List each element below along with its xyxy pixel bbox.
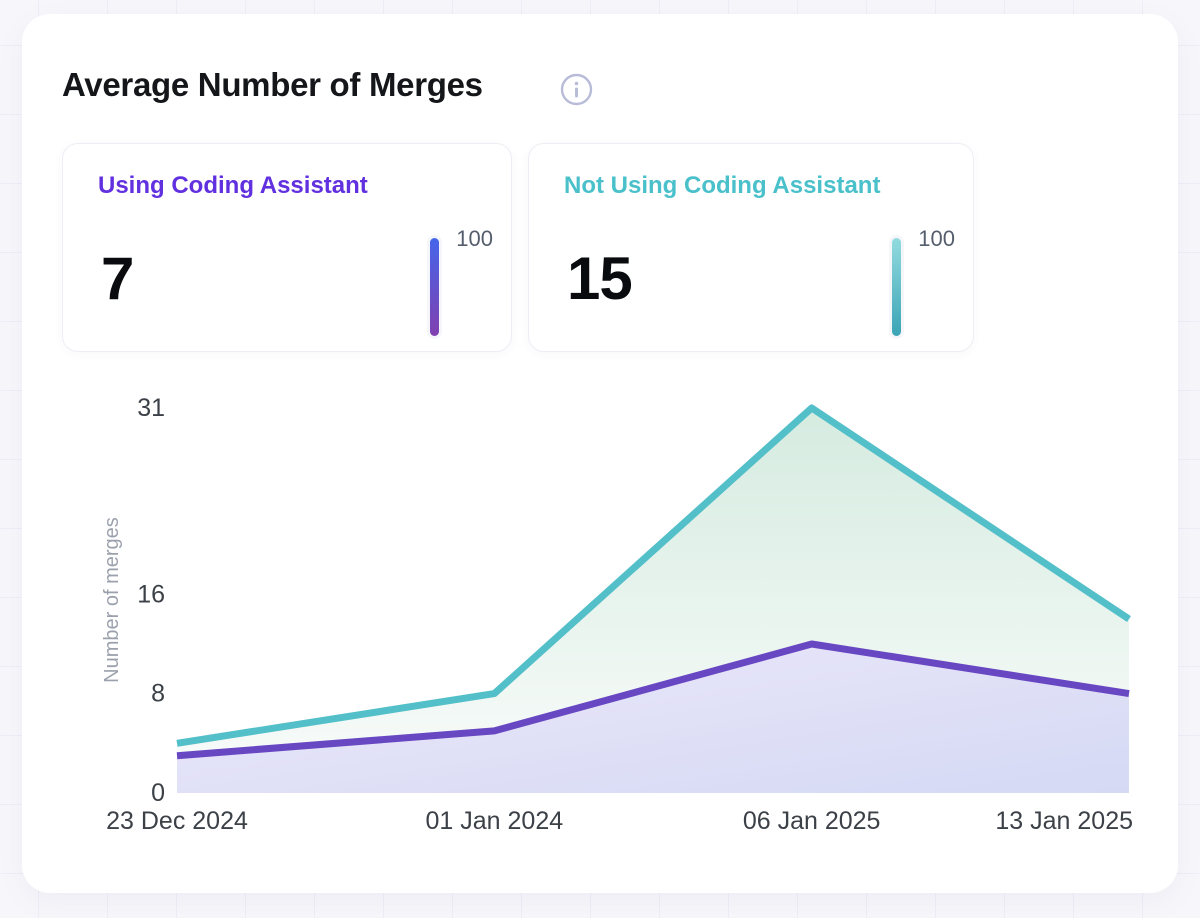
stat-card-not-using-assistant: Not Using Coding Assistant 15 100 bbox=[528, 143, 974, 352]
stat-value: 15 bbox=[567, 245, 633, 312]
stat-gauge-max: 100 bbox=[918, 226, 955, 251]
stat-label: Using Coding Assistant bbox=[98, 172, 368, 199]
chart-area: 0 8 16 31 23 Dec 2024 01 Jan 2024 06 Jan 2025 1… bbox=[90, 394, 1170, 850]
area-0 bbox=[177, 644, 1129, 793]
x-axis-labels: 23 Dec 2024 01 Jan 2024 06 Jan 2025 13 Jan … bbox=[106, 807, 1133, 835]
svg-text:13 Jan 2025: 13 Jan 2025 bbox=[995, 807, 1133, 835]
stat-label: Not Using Coding Assistant bbox=[564, 172, 881, 199]
svg-text:8: 8 bbox=[151, 680, 165, 708]
y-axis-labels: 0 8 16 31 bbox=[137, 394, 165, 807]
svg-text:16: 16 bbox=[137, 580, 165, 608]
merges-panel: Average Number of Merges Using Coding As… bbox=[22, 14, 1178, 893]
y-axis-title: Number of merges bbox=[101, 517, 123, 683]
svg-text:31: 31 bbox=[137, 395, 165, 422]
svg-text:23 Dec 2024: 23 Dec 2024 bbox=[106, 807, 248, 835]
page-title: Average Number of Merges bbox=[62, 66, 483, 103]
stat-card-using-assistant: Using Coding Assistant 7 100 bbox=[62, 143, 512, 352]
svg-text:0: 0 bbox=[151, 779, 165, 807]
stat-gauge-max: 100 bbox=[456, 226, 493, 251]
line-1 bbox=[176, 404, 1131, 747]
merges-area-chart: 0 8 16 31 23 Dec 2024 01 Jan 2024 06 Jan 2025 1… bbox=[101, 394, 1133, 835]
info-icon[interactable] bbox=[560, 73, 593, 106]
stat-gauge-bar bbox=[892, 238, 901, 336]
svg-text:01 Jan 2024: 01 Jan 2024 bbox=[426, 807, 564, 835]
line-0 bbox=[176, 640, 1130, 760]
stat-value: 7 bbox=[101, 245, 134, 312]
info-icon-glyph bbox=[560, 73, 593, 106]
stat-gauge-bar bbox=[430, 238, 439, 336]
svg-text:06 Jan 2025: 06 Jan 2025 bbox=[743, 807, 881, 835]
